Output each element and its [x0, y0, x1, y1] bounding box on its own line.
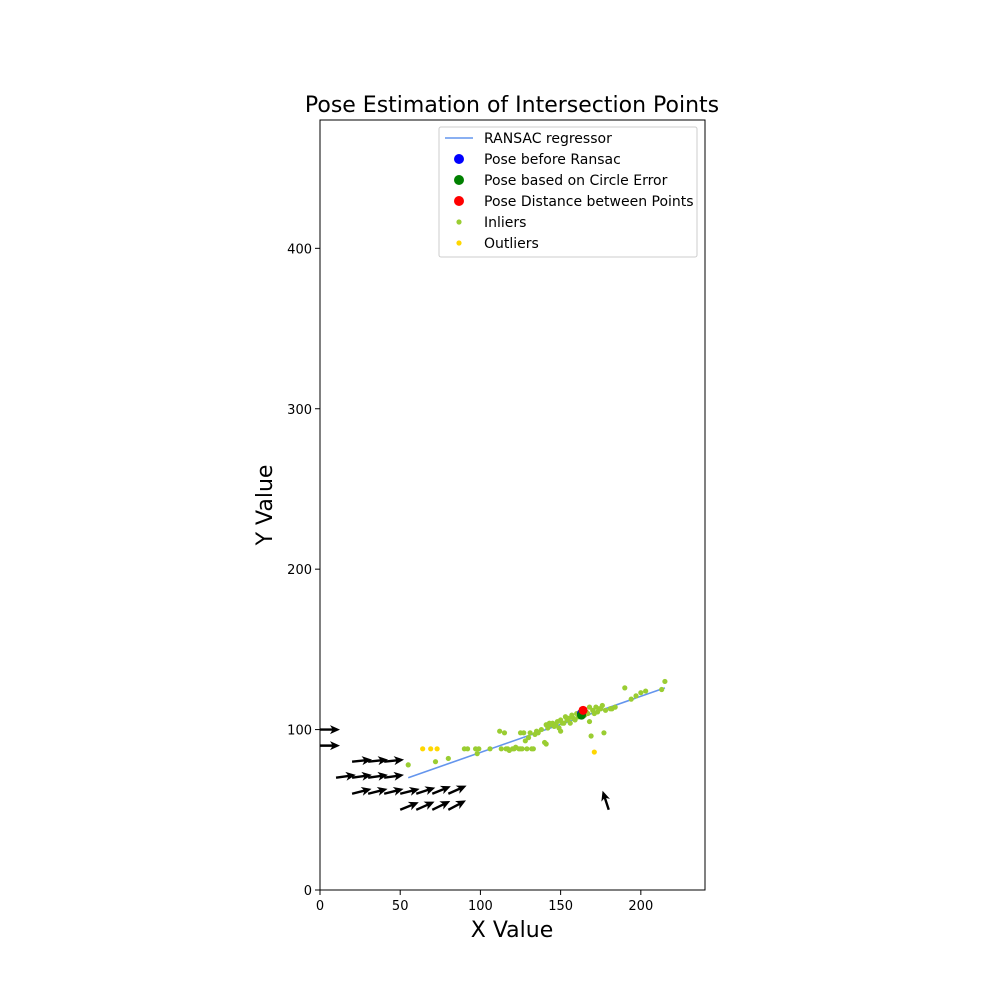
plot-frame	[319, 119, 706, 891]
legend-swatch-inliers	[456, 219, 462, 225]
outlier-point	[428, 746, 434, 752]
inlier-point	[659, 686, 665, 693]
quiver-arrow	[383, 786, 404, 796]
inlier-point	[633, 693, 639, 699]
quiver-arrow	[335, 771, 356, 781]
inlier-point	[405, 762, 411, 768]
outlier-point	[591, 749, 597, 755]
inlier-point	[588, 733, 594, 739]
quiver-arrow	[384, 756, 405, 766]
pose-distance-point	[578, 705, 588, 715]
inlier-point	[474, 751, 480, 757]
x-tick-label: 0	[316, 899, 324, 914]
inlier-point	[566, 715, 572, 721]
quiver-arrow	[415, 801, 435, 811]
inlier-point	[487, 746, 493, 752]
inlier-point	[643, 688, 649, 694]
legend-label-inliers: Inliers	[484, 215, 526, 231]
quiver-arrow	[399, 801, 419, 811]
inlier-point	[612, 704, 618, 710]
quiver-arrow	[367, 756, 389, 766]
inlier-point	[572, 717, 578, 723]
y-tick-label: 300	[287, 403, 312, 418]
inlier-point	[501, 730, 508, 736]
x-axis-label: X Value	[471, 918, 553, 943]
inlier-point	[599, 702, 605, 709]
inlier-point	[558, 728, 564, 734]
quiver-arrow	[320, 725, 340, 735]
x-tick-label: 150	[548, 899, 573, 914]
x-tick-label: 200	[628, 899, 653, 914]
outlier-point	[434, 746, 440, 752]
inlier-point	[586, 718, 593, 725]
inlier-point	[527, 730, 533, 736]
y-tick-label: 100	[287, 724, 312, 739]
legend-swatch-pose-distance-between-points	[454, 196, 464, 206]
y-tick-label: 400	[287, 242, 312, 257]
legend-label-pose-distance-between-points: Pose Distance between Points	[484, 194, 694, 210]
quiver-arrow	[367, 771, 388, 781]
inlier-point	[432, 759, 439, 765]
inlier-point	[521, 730, 527, 736]
quiver-arrow	[415, 786, 436, 795]
inlier-point	[524, 746, 530, 752]
quiver-arrow	[431, 785, 451, 795]
inlier-point	[498, 746, 504, 752]
inlier-point	[538, 726, 544, 733]
legend-label-pose-based-on-circle-error: Pose based on Circle Error	[484, 173, 668, 189]
outlier-point	[420, 746, 426, 752]
inlier-point	[602, 707, 609, 713]
inlier-point	[525, 735, 532, 741]
inlier-point	[464, 746, 471, 752]
quiver-arrow	[320, 741, 340, 751]
inlier-point	[561, 720, 567, 726]
chart-title: Pose Estimation of Intersection Points	[305, 93, 719, 118]
inlier-point	[445, 755, 451, 762]
x-tick-label: 50	[392, 899, 409, 914]
quiver-arrow	[399, 786, 420, 796]
legend-swatch-pose-based-on-circle-error	[454, 175, 464, 185]
legend-box	[438, 126, 698, 258]
inlier-point	[662, 678, 668, 685]
quiver-arrow	[447, 800, 466, 811]
legend-label-outliers: Outliers	[484, 236, 539, 252]
legend-swatch-pose-before-ransac	[454, 154, 464, 164]
inlier-point	[622, 685, 628, 691]
quiver-arrow	[351, 771, 372, 781]
legend-swatch-outliers	[456, 240, 462, 246]
inlier-point	[638, 690, 644, 696]
inlier-point	[543, 741, 549, 747]
inlier-point	[586, 704, 593, 710]
inlier-point	[567, 720, 573, 726]
quiver-arrow	[351, 756, 372, 766]
quiver-arrow	[367, 786, 388, 796]
inlier-point	[522, 738, 528, 744]
x-tick-label: 100	[468, 899, 493, 914]
y-tick-label: 0	[304, 884, 312, 899]
legend-label-ransac-regressor: RANSAC regressor	[484, 131, 612, 147]
inlier-point	[519, 746, 525, 752]
inlier-point	[628, 696, 634, 702]
inlier-point	[530, 746, 536, 752]
y-axis-label: Y Value	[253, 465, 278, 547]
quiver-arrow	[601, 790, 610, 811]
inlier-point	[535, 730, 541, 736]
legend-label-pose-before-ransac: Pose before Ransac	[484, 152, 621, 168]
quiver-arrow	[431, 801, 451, 811]
quiver-arrow	[447, 785, 467, 795]
inlier-point	[601, 730, 607, 736]
inlier-point	[476, 746, 482, 752]
y-tick-label: 200	[287, 563, 312, 578]
inlier-point	[497, 728, 503, 734]
quiver-arrow	[351, 786, 372, 796]
inlier-point	[545, 725, 551, 731]
quiver-arrow	[383, 771, 404, 781]
